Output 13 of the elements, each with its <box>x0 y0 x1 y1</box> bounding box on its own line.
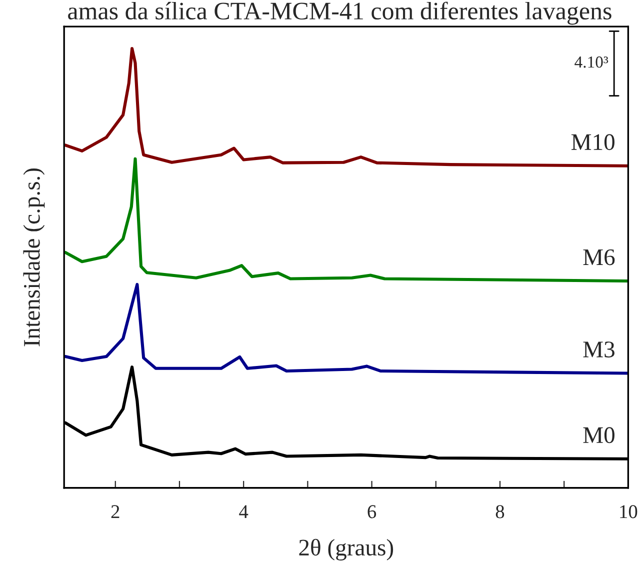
series-label: M3 <box>583 342 614 358</box>
x-tick-label: 4 <box>239 505 248 518</box>
annotation: 4.10³ <box>574 56 608 68</box>
x-axis-title: 2θ (graus) <box>299 538 394 560</box>
series-label: M0 <box>583 427 614 444</box>
x-tick-label: 6 <box>368 505 376 518</box>
x-tick-label: 2 <box>111 505 120 518</box>
x-tick-label: 10 <box>620 505 638 518</box>
x-tick-label: 8 <box>496 505 504 518</box>
series-label: M10 <box>571 134 614 150</box>
y-axis-title: Intensidade (c.p.s.) <box>23 168 45 346</box>
series-label: M6 <box>583 249 615 266</box>
chart-title: amas da sílica CTA-MCM-41 com diferentes lavagens <box>68 2 612 25</box>
